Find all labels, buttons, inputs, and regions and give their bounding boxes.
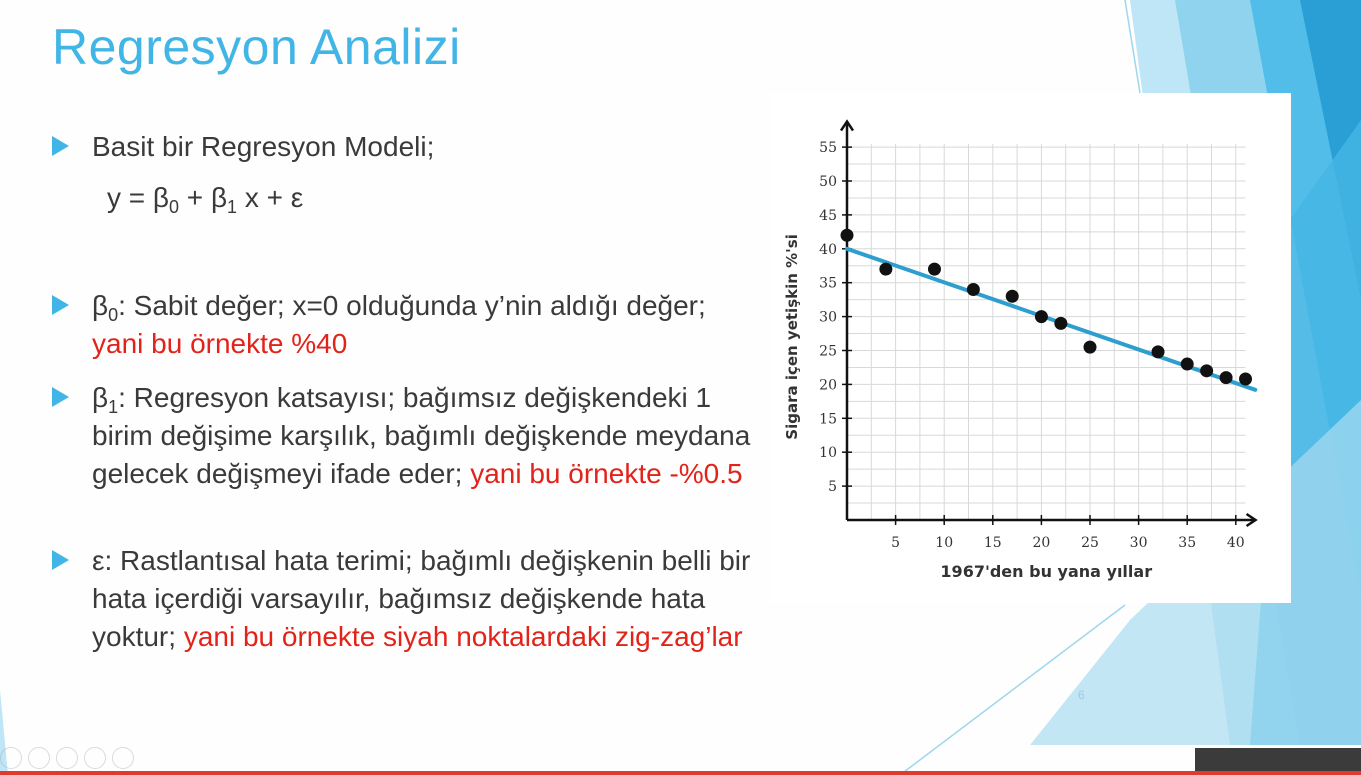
bullet-arrow-icon [52,387,69,407]
video-overlay-bar [1195,748,1361,775]
y-tick-label: 50 [819,174,837,190]
chart-axes [839,119,1258,528]
data-point [1239,372,1253,386]
slide-title: Regresyon Analizi [52,19,461,75]
y-axis-arrow-icon [839,119,855,132]
x-tick-label: 15 [984,535,1002,551]
slide-toolbar[interactable] [0,744,134,772]
y-tick-label: 5 [828,479,837,495]
y-tick-label: 40 [819,242,837,258]
data-point [1180,357,1194,371]
bullet-2-highlight: yani bu örnekte %40 [92,328,348,359]
data-point [879,262,893,276]
prev-icon[interactable] [0,747,22,769]
slides-icon[interactable] [56,747,78,769]
data-point [966,282,980,296]
bullet-2-text: : Sabit değer; x=0 olduğunda y’nin aldığ… [118,290,706,321]
bullet-4-text: ε: Rastlantısal hata terimi; bağımlı değ… [92,545,751,652]
regression-line [845,246,1258,392]
scatter-chart: 5 10 15 20 25 30 35 40 5 10 15 20 25 30 35 40 45 50 55 196… [770,93,1291,603]
chart-ticks: 5 10 15 20 25 30 35 40 5 10 15 20 25 30 35 40 45 50 55 [819,140,1245,551]
data-point [1219,371,1233,385]
bullet-arrow-icon [52,550,69,570]
more-icon[interactable] [112,747,134,769]
chart-grid [847,143,1246,520]
data-point [1151,345,1165,359]
y-tick-label: 35 [819,276,837,292]
y-tick-label: 10 [819,445,837,461]
bullet-1-text: Basit bir Regresyon Modeli; [92,131,435,162]
bullet-3-text: : Regresyon katsayısı; bağımsız değişken… [92,382,751,489]
data-point [1054,316,1068,330]
bullet-4: ε: Rastlantısal hata terimi; bağımlı değ… [52,542,752,656]
y-tick-label: 25 [819,344,837,360]
x-axis-label: 1967'den bu yana yıllar [940,562,1152,581]
x-tick-label: 30 [1130,535,1148,551]
x-tick-label: 20 [1032,535,1050,551]
data-point [1200,364,1214,378]
y-tick-label: 55 [819,140,837,156]
x-axis-arrow-icon [1245,512,1258,528]
bullet-2: β0: Sabit değer; x=0 olduğunda y’nin ald… [52,287,732,363]
data-point [1005,289,1019,303]
bullet-4-highlight: yani bu örnekte siyah noktalardaki zig-z… [183,621,743,652]
bullet-1: Basit bir Regresyon Modeli; [52,128,435,166]
y-axis-label: Sigara içen yetişkin %'si [783,234,801,440]
data-point [840,228,854,242]
bullet-arrow-icon [52,295,69,315]
data-point [1083,340,1097,354]
bullet-3-highlight: yani bu örnekte -%0.5 [470,458,743,489]
y-tick-label: 20 [819,377,837,393]
data-point [927,262,941,276]
y-tick-label: 15 [819,411,837,427]
chart-svg: 5 10 15 20 25 30 35 40 5 10 15 20 25 30 35 40 45 50 55 196… [783,119,1258,581]
chart-points [840,228,1253,386]
x-tick-label: 35 [1178,535,1196,551]
x-tick-label: 5 [891,535,900,551]
regression-formula: y = β0 + β1 x + ε [107,182,304,217]
y-tick-label: 45 [819,208,837,224]
page-number: 6 [1078,688,1085,702]
x-tick-label: 40 [1227,535,1245,551]
bottom-border [0,771,1361,775]
bullet-3: β1: Regresyon katsayısı; bağımsız değişk… [52,379,772,493]
pen-icon[interactable] [28,747,50,769]
x-tick-label: 25 [1081,535,1099,551]
bullet-arrow-icon [52,136,69,156]
x-tick-label: 10 [935,535,953,551]
y-tick-label: 30 [819,310,837,326]
data-point [1034,310,1048,324]
zoom-icon[interactable] [84,747,106,769]
